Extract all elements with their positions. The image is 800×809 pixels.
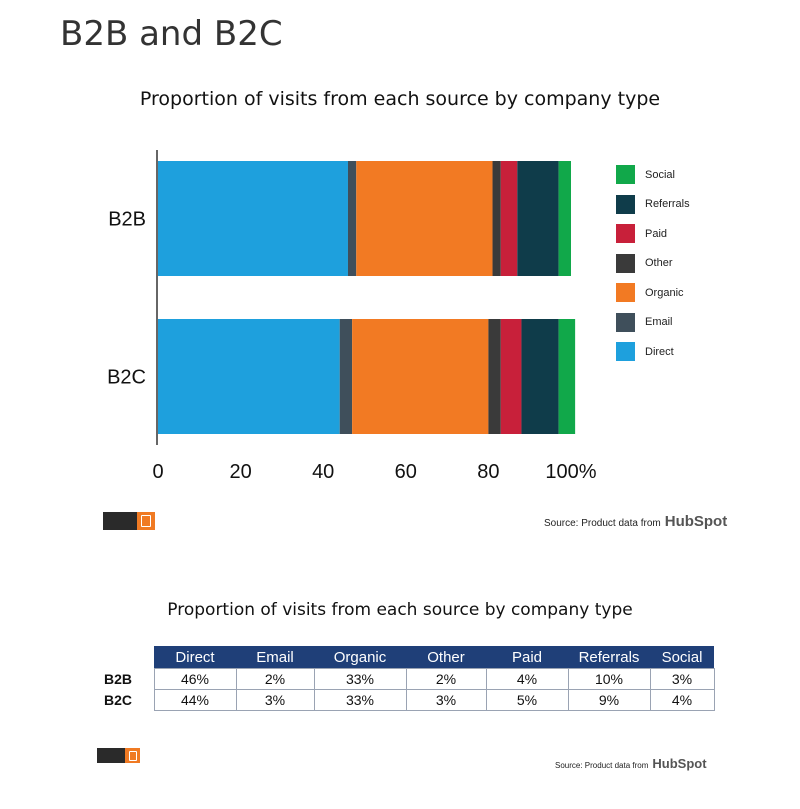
legend-item-organic: Organic bbox=[616, 278, 690, 308]
page-title: B2B and B2C bbox=[60, 14, 283, 54]
table-cell: 10% bbox=[567, 668, 651, 690]
table-row-label: B2C bbox=[104, 692, 133, 708]
document-icon bbox=[141, 515, 151, 527]
table-cell: 33% bbox=[313, 668, 407, 690]
bar-segment-other-b2c bbox=[488, 319, 501, 434]
table-cell: 33% bbox=[313, 689, 407, 711]
chart-title: Proportion of visits from each source by… bbox=[139, 88, 661, 110]
table-cell: 4% bbox=[485, 668, 569, 690]
legend-swatch bbox=[616, 312, 635, 332]
table-cell: 4% bbox=[649, 689, 715, 711]
legend-swatch bbox=[616, 224, 635, 244]
table-header-cell: Social bbox=[650, 646, 714, 669]
chart-source: Source: Product data from HubSpot bbox=[544, 513, 727, 530]
table-header-cell: Paid bbox=[486, 646, 568, 669]
bar-segment-organic-b2b bbox=[356, 161, 493, 276]
bar-segment-paid-b2b bbox=[500, 161, 518, 276]
table-cell: 3% bbox=[235, 689, 315, 711]
legend-label: Referrals bbox=[645, 198, 690, 211]
source-brand: HubSpot bbox=[652, 756, 707, 771]
legend-swatch bbox=[616, 165, 635, 185]
legend-item-direct: Direct bbox=[616, 337, 690, 367]
legend-swatch bbox=[616, 253, 635, 273]
table-header-cell: Referrals bbox=[568, 646, 650, 669]
x-tick-label: 100% bbox=[545, 461, 596, 483]
table-cell: 3% bbox=[649, 668, 715, 690]
x-tick-label: 60 bbox=[395, 461, 417, 483]
chart-legend: Social Referrals Paid Other Organic Email Dire… bbox=[616, 160, 690, 367]
table-title: Proportion of visits from each source by… bbox=[167, 600, 633, 620]
bar-segment-social-b2c bbox=[558, 319, 576, 434]
table-header-cell: Direct bbox=[154, 646, 236, 669]
table-cell: 44% bbox=[153, 689, 237, 711]
legend-label: Paid bbox=[645, 227, 668, 240]
data-table: Direct Email Organic Other Paid Referral… bbox=[104, 646, 715, 711]
stacked-bar-chart: B2B B2C 0 20 40 60 80 100% bbox=[107, 150, 597, 483]
x-tick-label: 0 bbox=[152, 461, 163, 483]
legend-swatch bbox=[616, 342, 635, 362]
table-header-cell: Organic bbox=[314, 646, 406, 669]
table-row: B2B 46% 2% 33% 2% 4% 10% 3% bbox=[104, 668, 715, 690]
table-cell: 46% bbox=[153, 668, 237, 690]
legend-item-social: Social bbox=[616, 160, 690, 190]
bar-segment-referrals-b2b bbox=[517, 161, 559, 276]
table-cell: 9% bbox=[567, 689, 651, 711]
legend-item-email: Email bbox=[616, 308, 690, 338]
table-source: Source: Product data from HubSpot bbox=[555, 756, 707, 771]
bar-segment-paid-b2c bbox=[500, 319, 522, 434]
table-header-row: Direct Email Organic Other Paid Referral… bbox=[104, 646, 714, 669]
legend-label: Other bbox=[645, 257, 673, 270]
source-prefix: Source: Product data from bbox=[555, 761, 649, 770]
table-cell: 5% bbox=[485, 689, 569, 711]
legend-item-referrals: Referrals bbox=[616, 190, 690, 220]
legend-label: Email bbox=[645, 316, 673, 329]
bar-segment-referrals-b2c bbox=[521, 319, 559, 434]
x-tick-label: 20 bbox=[229, 461, 251, 483]
table-row-label: B2B bbox=[104, 671, 133, 687]
bar-segment-email-b2b bbox=[347, 161, 357, 276]
table-row: B2C 44% 3% 33% 3% 5% 9% 4% bbox=[104, 689, 715, 711]
source-brand: HubSpot bbox=[664, 513, 728, 530]
legend-label: Direct bbox=[645, 345, 674, 358]
table-header-cell: Other bbox=[406, 646, 486, 669]
legend-item-other: Other bbox=[616, 249, 690, 279]
bar-segment-other-b2b bbox=[492, 161, 501, 276]
table-cell: 3% bbox=[405, 689, 487, 711]
legend-item-paid: Paid bbox=[616, 219, 690, 249]
document-icon bbox=[128, 750, 137, 761]
bar-segment-direct-b2b bbox=[158, 161, 348, 276]
hubspot-research-logo-bottom bbox=[97, 748, 140, 763]
bar-segment-direct-b2c bbox=[158, 319, 340, 434]
x-tick-label: 80 bbox=[477, 461, 499, 483]
category-label: B2C bbox=[107, 367, 146, 389]
legend-label: Organic bbox=[645, 286, 684, 299]
source-prefix: Source: Product data from bbox=[544, 518, 661, 529]
legend-swatch bbox=[616, 283, 635, 303]
bar-segment-social-b2b bbox=[558, 161, 571, 276]
hubspot-research-logo bbox=[103, 512, 155, 530]
legend-label: Social bbox=[645, 168, 675, 181]
table-corner bbox=[104, 646, 154, 669]
table-cell: 2% bbox=[405, 668, 487, 690]
x-tick-label: 40 bbox=[312, 461, 334, 483]
bar-segment-email-b2c bbox=[339, 319, 353, 434]
bar-segment-organic-b2c bbox=[352, 319, 489, 434]
category-label: B2B bbox=[108, 209, 146, 231]
table-header-cell: Email bbox=[236, 646, 314, 669]
legend-swatch bbox=[616, 194, 635, 214]
table-cell: 2% bbox=[235, 668, 315, 690]
